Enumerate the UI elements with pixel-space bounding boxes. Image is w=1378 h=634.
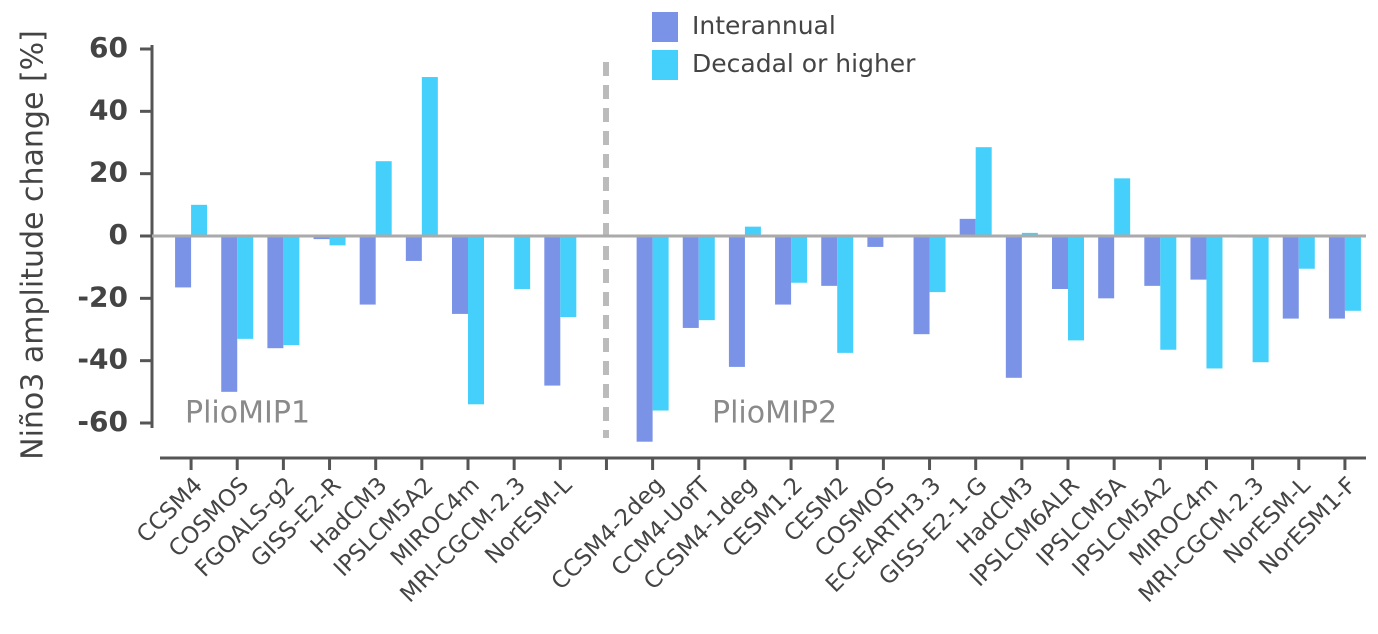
bar xyxy=(1190,236,1207,280)
bar xyxy=(744,226,761,236)
bar xyxy=(821,236,838,286)
bar xyxy=(283,236,300,346)
bar xyxy=(636,236,653,442)
bar xyxy=(913,236,930,335)
bar xyxy=(682,236,699,328)
legend-label: Decadal or higher xyxy=(692,49,916,78)
bar xyxy=(975,147,992,236)
y-tick-label: 40 xyxy=(89,93,128,126)
bar xyxy=(421,77,438,236)
bar xyxy=(405,236,422,261)
bar xyxy=(1144,236,1161,286)
bar xyxy=(221,236,238,392)
bar xyxy=(1160,236,1177,350)
bar xyxy=(1298,236,1315,269)
bar xyxy=(867,236,884,247)
y-tick-label: 0 xyxy=(109,218,128,251)
bar xyxy=(560,236,577,318)
bar xyxy=(452,236,468,314)
bar xyxy=(1114,178,1131,236)
bar xyxy=(1098,236,1115,299)
bar xyxy=(775,236,792,305)
bar xyxy=(514,236,531,289)
bar xyxy=(837,236,854,353)
annotation: PlioMIP1 xyxy=(185,396,310,431)
bar xyxy=(237,236,254,339)
y-tick-label: -20 xyxy=(77,280,128,313)
bar xyxy=(1052,236,1068,289)
bar xyxy=(175,236,192,288)
y-tick-label: -40 xyxy=(77,343,128,376)
bar xyxy=(1282,236,1299,319)
bar xyxy=(329,236,346,246)
bar xyxy=(1328,236,1345,319)
bar xyxy=(698,236,715,321)
bar xyxy=(191,204,208,236)
y-axis-label: Niño3 amplitude change [%] xyxy=(16,30,51,460)
bar xyxy=(375,161,392,236)
bar xyxy=(791,236,808,283)
legend-label: Interannual xyxy=(692,11,836,40)
annotation: PlioMIP2 xyxy=(712,396,837,431)
bar xyxy=(1021,232,1038,236)
bar xyxy=(359,236,376,305)
legend-swatch xyxy=(652,12,678,42)
bar xyxy=(313,236,330,240)
y-tick-label: 20 xyxy=(89,156,128,189)
bar xyxy=(929,236,946,293)
bar xyxy=(544,236,561,386)
bar xyxy=(468,236,484,405)
bar xyxy=(1344,236,1361,311)
bar xyxy=(1252,236,1269,363)
legend-swatch xyxy=(652,50,678,80)
bar xyxy=(1206,236,1223,369)
bar xyxy=(652,236,669,411)
bar xyxy=(1005,236,1022,378)
bar xyxy=(1068,236,1084,341)
bar xyxy=(267,236,284,349)
bar xyxy=(728,236,745,367)
y-tick-label: -60 xyxy=(77,405,128,438)
bar xyxy=(959,218,976,236)
y-tick-label: 60 xyxy=(89,31,128,64)
